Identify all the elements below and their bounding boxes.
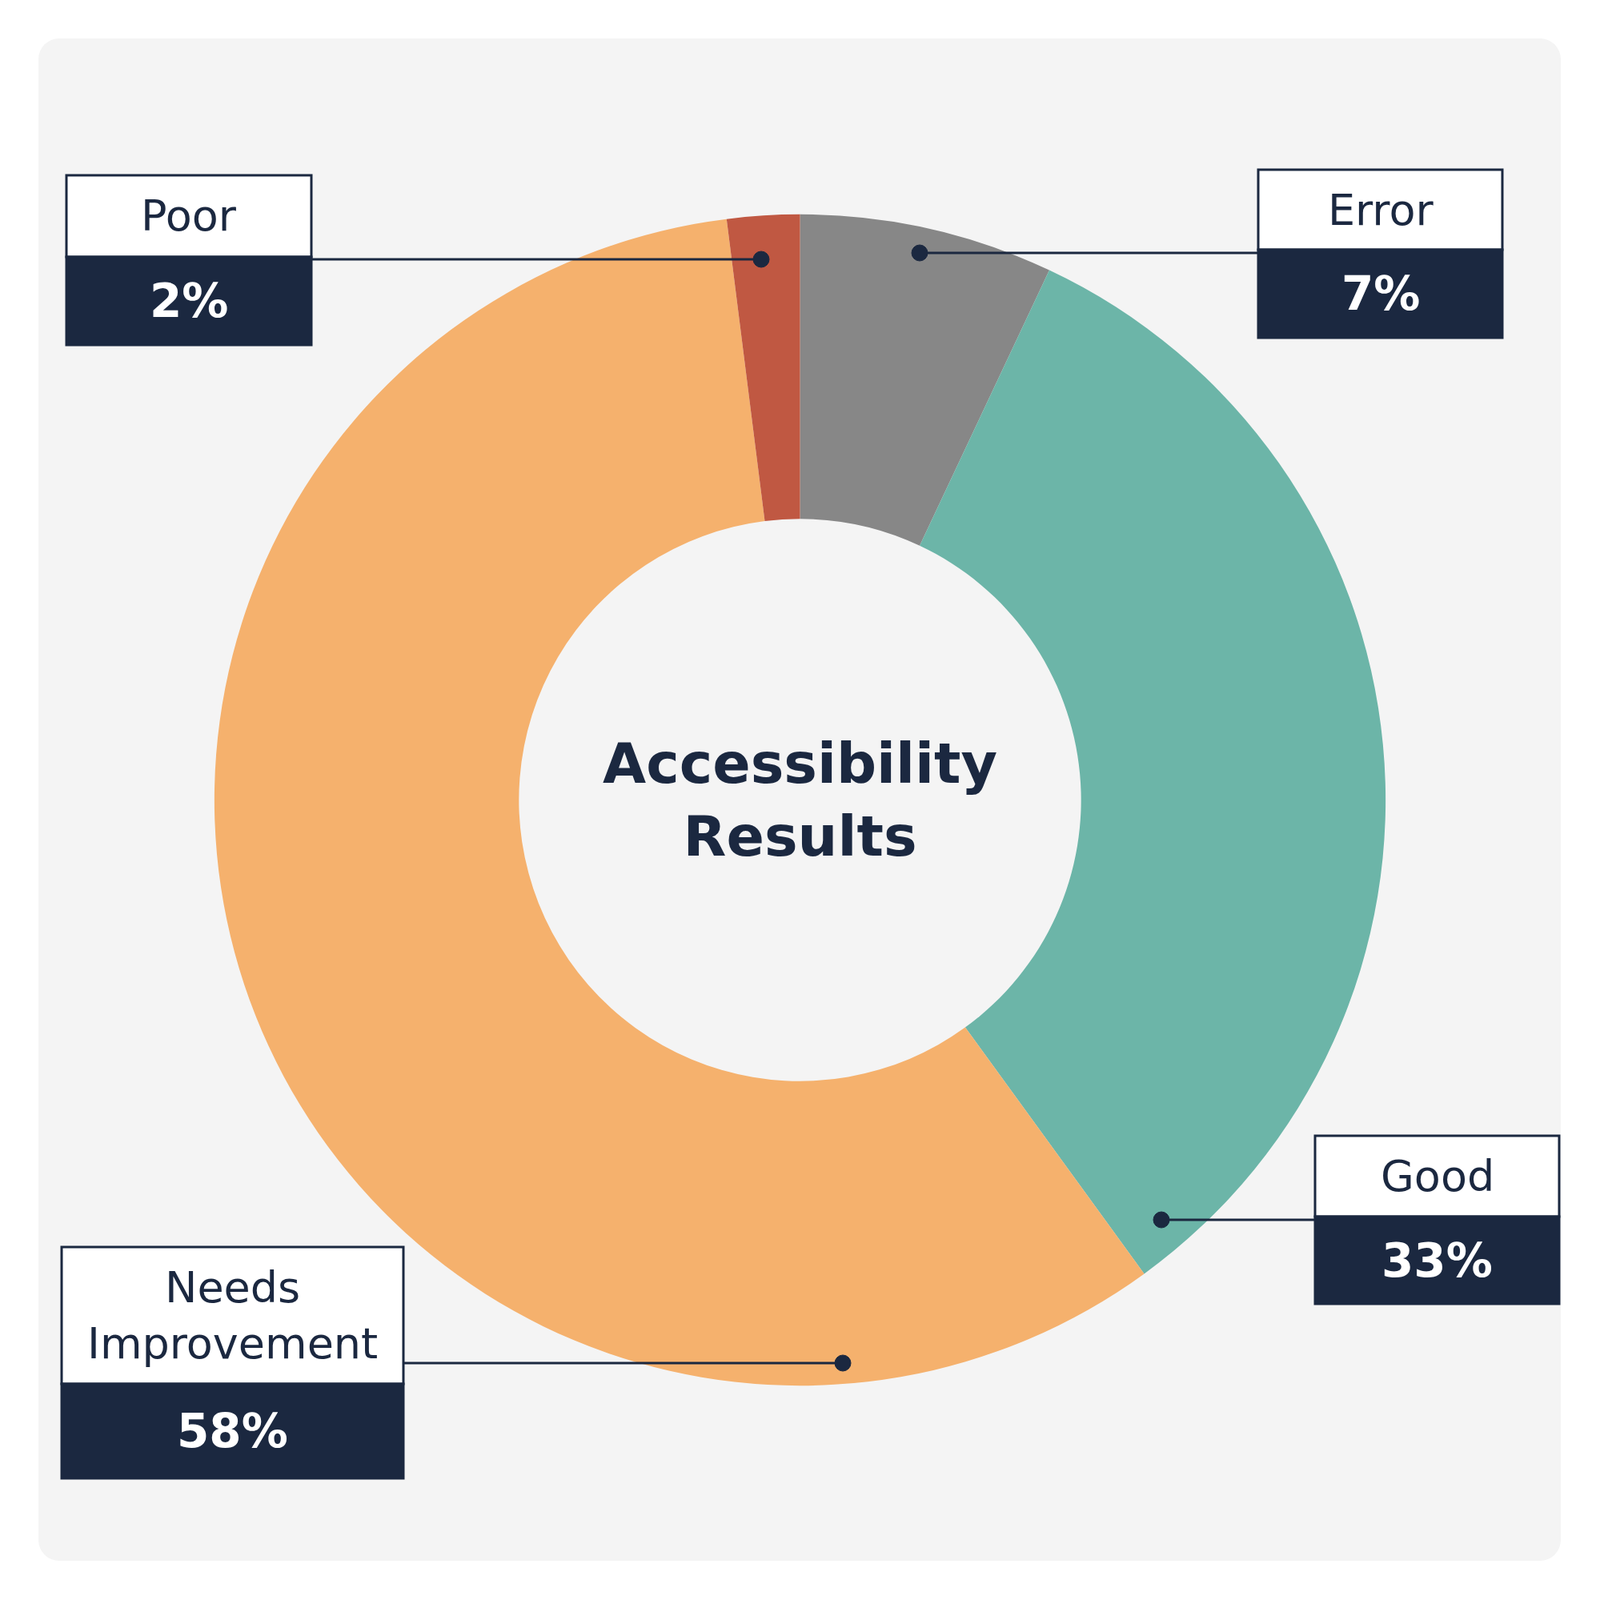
svg-text:7%: 7%: [1341, 266, 1420, 321]
svg-text:33%: 33%: [1381, 1233, 1493, 1288]
svg-text:AccessibilityResults: AccessibilityResults: [602, 730, 998, 870]
svg-text:Good: Good: [1380, 1150, 1495, 1202]
svg-text:2%: 2%: [149, 273, 229, 329]
svg-text:Error: Error: [1327, 184, 1434, 236]
svg-text:Poor: Poor: [140, 190, 237, 241]
svg-text:NeedsImprovement: NeedsImprovement: [87, 1262, 378, 1369]
svg-text:58%: 58%: [176, 1403, 289, 1459]
